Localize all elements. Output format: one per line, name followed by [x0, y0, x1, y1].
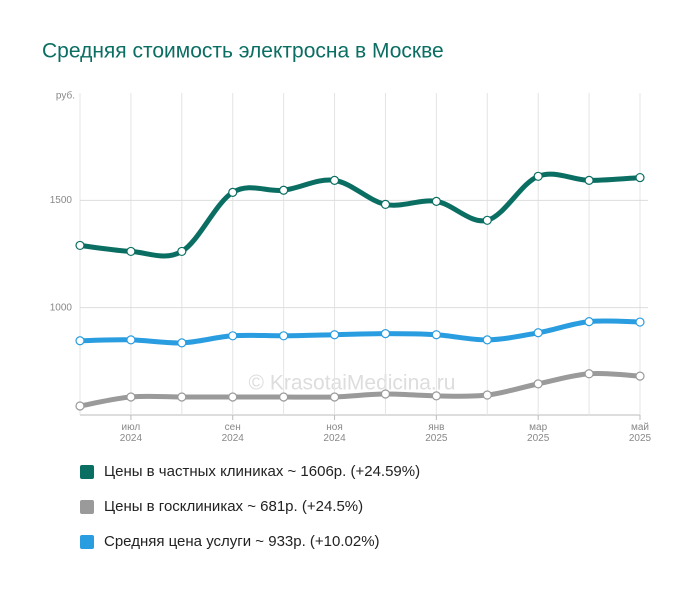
marker [279, 392, 289, 402]
marker [635, 172, 645, 183]
marker [533, 379, 543, 389]
marker [177, 246, 187, 257]
legend-item: Цены в госклиниках ~ 681р. (+24.5%) [80, 498, 363, 515]
x-tick-label: янв 2025 [425, 422, 448, 444]
y-axis-label: руб. [56, 90, 75, 102]
marker [380, 329, 391, 339]
marker [431, 391, 441, 401]
marker [228, 331, 238, 341]
marker [228, 392, 238, 402]
marker [75, 336, 85, 346]
line [77, 171, 643, 259]
x-tick-label: мар 2025 [527, 422, 550, 444]
chart-title: Средняя стоимость электросна в Москве [42, 40, 444, 63]
legend-label: Цены в госклиниках ~ 681р. (+24.5%) [104, 498, 364, 515]
legend-swatch [80, 499, 94, 514]
legend-item: Цены в частных клиниках ~ 1606р. (+24.59… [80, 463, 420, 480]
marker [279, 331, 289, 341]
marker [482, 390, 492, 400]
legend-label: Средняя цена услуги ~ 933р. (+10.02%) [104, 533, 380, 550]
marker [380, 199, 391, 210]
x-tick-label: май 2025 [628, 422, 652, 444]
y-tick-label: 1500 [50, 195, 73, 206]
marker [431, 330, 441, 340]
marker [329, 392, 340, 402]
marker [177, 338, 187, 348]
marker [228, 187, 238, 197]
marker [177, 392, 187, 402]
marker [126, 335, 136, 345]
marker [75, 240, 85, 251]
marker [584, 175, 594, 185]
line [77, 318, 643, 346]
legend-swatch [80, 464, 94, 479]
marker [482, 215, 492, 225]
x-tick-label: июл 2024 [119, 422, 143, 444]
marker [126, 246, 136, 257]
marker [329, 330, 340, 340]
x-tick-label: сен 2024 [221, 422, 244, 444]
y-tick-label: 1000 [50, 302, 73, 313]
x-tick-label: ноя 2024 [323, 422, 346, 444]
marker [584, 317, 594, 327]
marker [533, 328, 543, 338]
legend-label: Цены в частных клиниках ~ 1606р. (+24.59… [104, 463, 421, 480]
legend-swatch [80, 534, 94, 549]
watermark: © KrasotaiMedicina.ru [249, 372, 456, 395]
marker [75, 401, 85, 411]
marker [533, 171, 543, 181]
legend-item: Средняя цена услуги ~ 933р. (+10.02%) [80, 533, 380, 550]
marker [584, 369, 594, 379]
marker [482, 335, 492, 345]
marker [635, 317, 645, 327]
marker [329, 175, 340, 185]
marker [126, 392, 136, 402]
marker [635, 371, 645, 381]
marker [380, 389, 391, 399]
marker [431, 196, 441, 207]
marker [279, 185, 289, 195]
